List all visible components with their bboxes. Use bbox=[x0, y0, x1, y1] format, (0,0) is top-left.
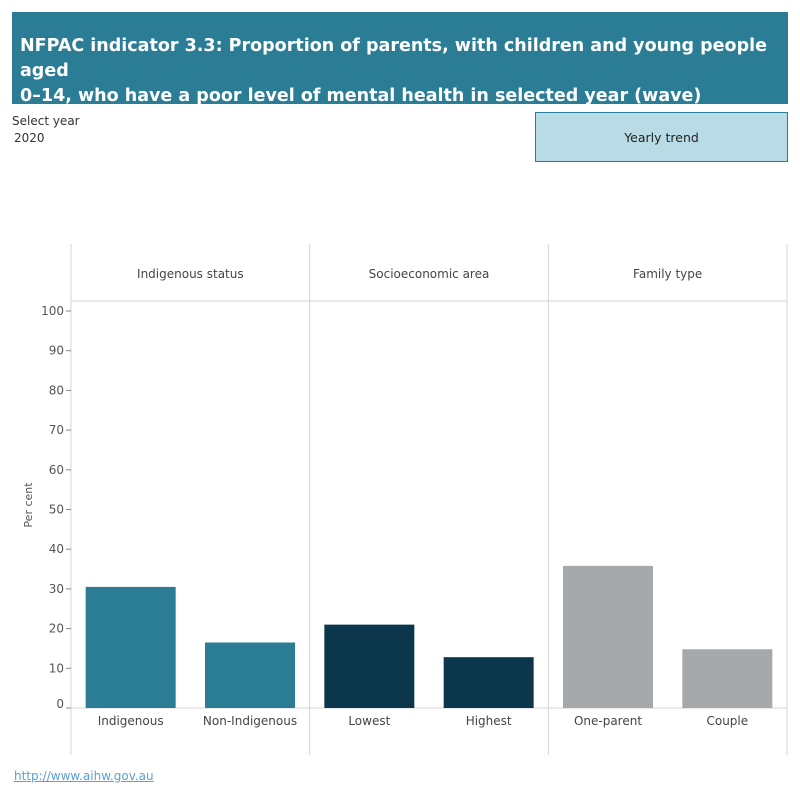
yearly-trend-button[interactable]: Yearly trend bbox=[535, 112, 788, 162]
year-select-label: Select year bbox=[12, 114, 80, 128]
panel-header-label: Family type bbox=[633, 267, 702, 281]
bar-highest[interactable] bbox=[443, 657, 534, 708]
y-tick-label: 40 bbox=[49, 542, 64, 556]
bar-indigenous[interactable] bbox=[85, 586, 176, 708]
x-tick-label: Non-Indigenous bbox=[203, 714, 297, 728]
y-tick-label: 80 bbox=[49, 383, 64, 397]
y-axis-title: Per cent bbox=[22, 482, 35, 528]
y-tick-label: 20 bbox=[49, 622, 64, 636]
bar-couple[interactable] bbox=[682, 649, 773, 708]
panel-headers: Indigenous status Socioeconomic area Famil… bbox=[137, 267, 702, 281]
y-axis: 0 10 20 30 40 50 60 70 80 90 100 Per cent bbox=[22, 304, 71, 711]
chart-title: NFPAC indicator 3.3: Proportion of paren… bbox=[20, 34, 780, 109]
y-tick-label: 90 bbox=[49, 344, 64, 358]
y-tick-label: 100 bbox=[41, 304, 64, 318]
bars bbox=[85, 565, 773, 708]
bar-lowest[interactable] bbox=[324, 624, 415, 708]
aihw-link[interactable]: http://www.aihw.gov.au bbox=[14, 769, 154, 783]
x-tick-label: One-parent bbox=[574, 714, 642, 728]
panel-header-label: Indigenous status bbox=[137, 267, 244, 281]
title-banner: NFPAC indicator 3.3: Proportion of paren… bbox=[12, 12, 788, 106]
title-line-1: NFPAC indicator 3.3: Proportion of paren… bbox=[20, 36, 767, 81]
x-tick-label: Couple bbox=[706, 714, 748, 728]
y-tick-label: 10 bbox=[49, 661, 64, 675]
y-tick-label: 60 bbox=[49, 463, 64, 477]
year-select-value[interactable]: 2020 bbox=[14, 131, 45, 145]
bar-non-indigenous[interactable] bbox=[205, 642, 295, 708]
title-line-2: 0–14, who have a poor level of mental he… bbox=[20, 86, 702, 106]
y-tick-label: 50 bbox=[49, 503, 64, 517]
bar-one-parent[interactable] bbox=[563, 565, 653, 708]
y-tick-label: 0 bbox=[56, 697, 64, 711]
x-axis-labels: Indigenous Non-Indigenous Lowest Highest One… bbox=[98, 714, 748, 728]
panel-header-label: Socioeconomic area bbox=[369, 267, 490, 281]
x-tick-label: Highest bbox=[466, 714, 512, 728]
chart-frame bbox=[67, 244, 788, 755]
x-tick-label: Lowest bbox=[348, 714, 390, 728]
y-tick-label: 30 bbox=[49, 582, 64, 596]
y-tick-label: 70 bbox=[49, 423, 64, 437]
x-tick-label: Indigenous bbox=[98, 714, 164, 728]
